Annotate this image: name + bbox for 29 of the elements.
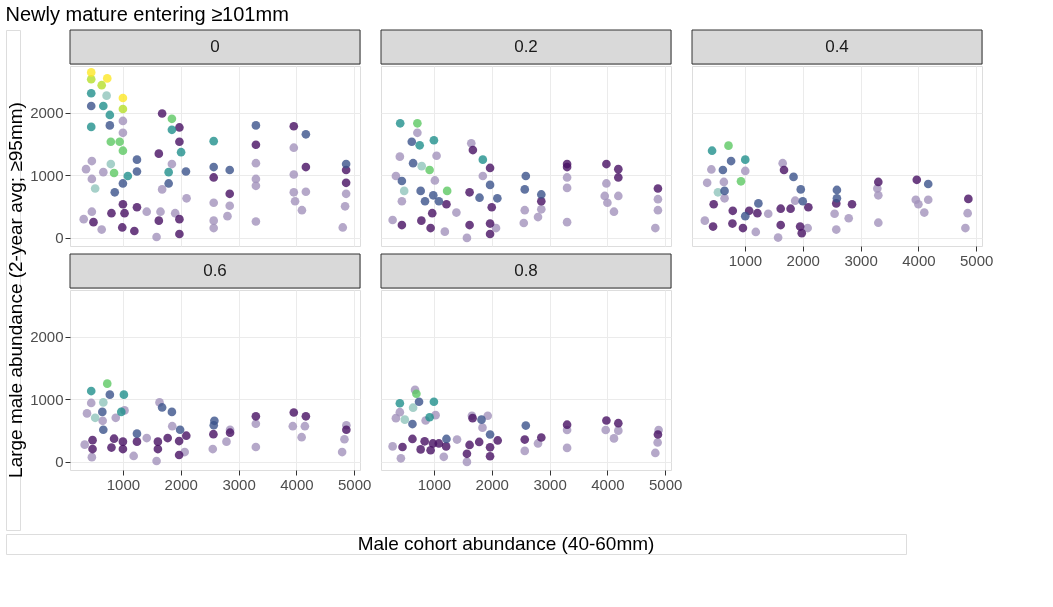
chart-title: 0.2 bbox=[514, 37, 538, 56]
x-tick-label: 5000 bbox=[338, 475, 372, 493]
x-tick-label: 5000 bbox=[960, 251, 994, 269]
x-tick-label: 2000 bbox=[786, 251, 820, 269]
x-tick-label: 1000 bbox=[728, 251, 763, 269]
x-tick-label: 3000 bbox=[533, 475, 567, 493]
text: Newly mature entering ≥101mm bbox=[5, 3, 289, 25]
x-tick-label: 1000 bbox=[417, 475, 452, 493]
chart-title: 0.8 bbox=[514, 261, 538, 280]
x-tick-label: 4000 bbox=[902, 251, 936, 269]
y-tick-label: 1000 bbox=[30, 166, 64, 184]
x-tick-label: 1000 bbox=[106, 475, 141, 493]
chart-title: 0.4 bbox=[825, 37, 849, 56]
y-tick-label: 0 bbox=[55, 453, 64, 471]
y-tick-label: 2000 bbox=[30, 104, 64, 122]
chart-title: 0.6 bbox=[203, 261, 227, 280]
x-tick-label: 3000 bbox=[844, 251, 878, 269]
chart-title: 0 bbox=[210, 37, 220, 56]
y-tick-label: 2000 bbox=[30, 328, 64, 346]
y-tick-label: 1000 bbox=[30, 390, 64, 408]
x-tick-label: 4000 bbox=[591, 475, 625, 493]
x-tick-label: 5000 bbox=[649, 475, 683, 493]
y-axis-title: Large male abundance (2-year avg; ≥95mm) bbox=[5, 102, 26, 478]
x-tick-label: 3000 bbox=[222, 475, 256, 493]
x-tick-label: 2000 bbox=[164, 475, 198, 493]
x-tick-label: 4000 bbox=[280, 475, 314, 493]
y-tick-label: 0 bbox=[55, 229, 64, 247]
x-tick-label: 2000 bbox=[475, 475, 509, 493]
x-axis-title: Male cohort abundance (40-60mm) bbox=[357, 533, 655, 554]
